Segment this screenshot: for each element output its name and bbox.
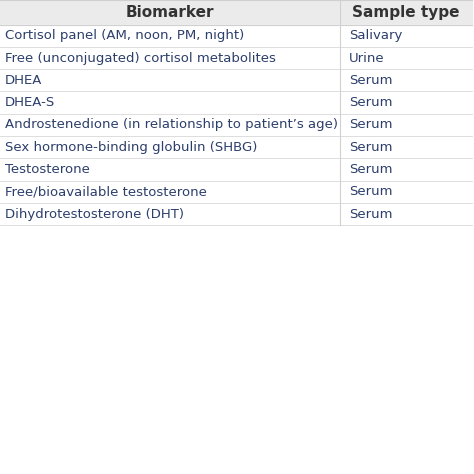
Text: DHEA-S: DHEA-S (5, 96, 55, 109)
Text: Dihydrotestosterone (DHT): Dihydrotestosterone (DHT) (5, 208, 184, 220)
Text: Serum: Serum (349, 163, 392, 176)
Bar (0, 203, 472, 225)
Bar (0, 25, 472, 47)
Bar (0, 91, 472, 114)
Bar (0, 114, 472, 136)
Bar (0, 181, 472, 203)
Text: Serum: Serum (349, 185, 392, 198)
Text: Serum: Serum (349, 74, 392, 87)
Text: Free (unconjugated) cortisol metabolites: Free (unconjugated) cortisol metabolites (5, 52, 275, 64)
Text: Sex hormone-binding globulin (SHBG): Sex hormone-binding globulin (SHBG) (5, 141, 257, 154)
Text: Salivary: Salivary (349, 29, 402, 42)
Text: Androstenedione (in relationship to patient’s age): Androstenedione (in relationship to pati… (5, 118, 337, 131)
Text: Biomarker: Biomarker (126, 5, 214, 20)
Text: Serum: Serum (349, 208, 392, 220)
Bar (0, 47, 472, 69)
Text: DHEA: DHEA (5, 74, 42, 87)
Bar (0, 158, 472, 181)
Text: Serum: Serum (349, 118, 392, 131)
Text: Free/bioavailable testosterone: Free/bioavailable testosterone (5, 185, 207, 198)
Text: Testosterone: Testosterone (5, 163, 90, 176)
Text: Serum: Serum (349, 141, 392, 154)
Bar (0, 136, 472, 158)
Text: Urine: Urine (349, 52, 385, 64)
Bar (0, 0, 472, 25)
Text: Sample type: Sample type (352, 5, 459, 20)
Text: Cortisol panel (AM, noon, PM, night): Cortisol panel (AM, noon, PM, night) (5, 29, 244, 42)
Bar (0, 69, 472, 91)
Text: Serum: Serum (349, 96, 392, 109)
